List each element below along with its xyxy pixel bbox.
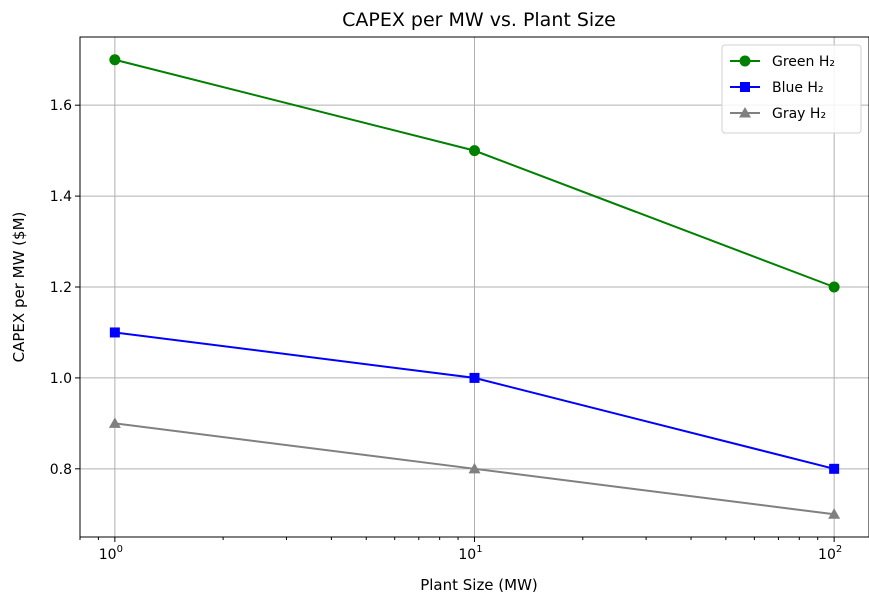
legend-label: Green H₂ — [772, 54, 835, 70]
series-layer — [108, 54, 841, 519]
x-tick-label: 101 — [458, 544, 482, 563]
data-point — [108, 417, 121, 428]
legend-label: Blue H₂ — [772, 80, 824, 96]
x-tick-label: 100 — [99, 544, 123, 563]
legend-marker — [740, 82, 750, 92]
legend-label: Gray H₂ — [772, 106, 826, 122]
data-point — [829, 463, 840, 474]
legend-marker — [739, 55, 751, 67]
legend-box — [721, 44, 862, 134]
x-tick-label-exponent: 1 — [476, 544, 482, 555]
chart-title: CAPEX per MW vs. Plant Size — [342, 9, 616, 31]
x-tick-label-base: 10 — [99, 547, 117, 563]
data-point — [469, 145, 480, 157]
series-0 — [109, 54, 840, 293]
data-point — [468, 462, 481, 474]
legend-marker — [739, 107, 751, 118]
x-tick-label-exponent: 2 — [836, 544, 842, 555]
y-tick-label: 0.8 — [50, 462, 72, 478]
data-point — [469, 372, 480, 383]
x-tick-label-exponent: 0 — [117, 544, 123, 555]
data-point — [109, 54, 121, 66]
data-point — [828, 281, 840, 293]
x-axis-label: Plant Size (MW) — [420, 576, 538, 594]
series-1 — [109, 327, 840, 474]
series-2 — [108, 417, 841, 519]
x-tick-label: 102 — [818, 544, 842, 563]
y-axis-label: CAPEX per MW ($M) — [10, 212, 28, 363]
data-point — [828, 508, 841, 519]
y-tick-label: 1.4 — [50, 189, 72, 205]
x-tick-label-base: 10 — [818, 547, 836, 563]
y-tick-label: 1.2 — [50, 280, 72, 296]
data-point — [109, 327, 120, 338]
legend: Green H₂ Blue H₂ Gray H₂ — [721, 44, 862, 134]
x-tick-label-base: 10 — [458, 547, 476, 563]
y-tick-label: 1.6 — [50, 98, 72, 114]
grid — [80, 37, 869, 537]
y-tick-label: 1.0 — [50, 371, 72, 387]
